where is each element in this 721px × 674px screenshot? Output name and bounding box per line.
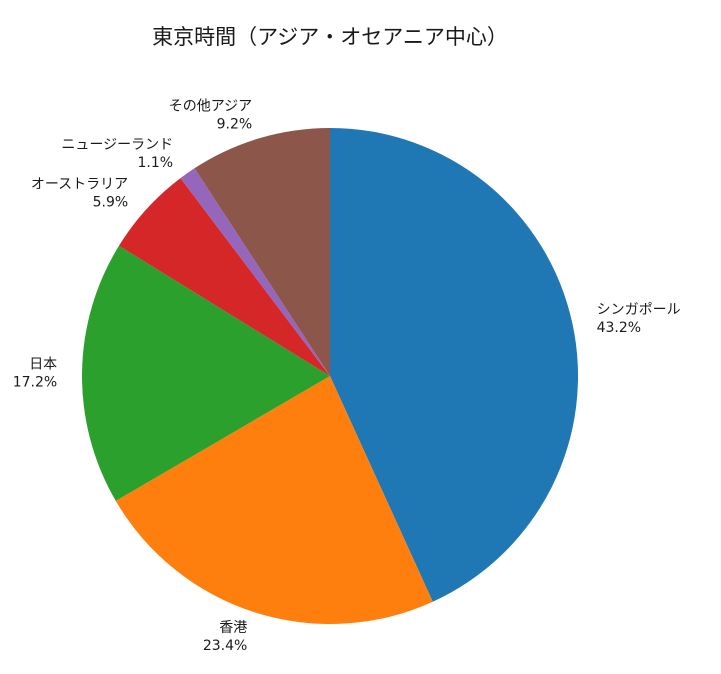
- chart-title: 東京時間（アジア・オセアニア中心）: [152, 25, 508, 49]
- slice-label: ニュージーランド: [61, 137, 173, 153]
- slice-label: シンガポール: [597, 302, 681, 318]
- slice-label: 香港: [219, 620, 247, 636]
- slice-label: オーストラリア: [31, 176, 128, 192]
- slice-percent-label: 9.2%: [217, 117, 253, 133]
- pie-slice: [118, 178, 330, 376]
- slice-percent-label: 43.2%: [597, 320, 641, 336]
- pie-slice: [180, 168, 330, 376]
- pie-labels: シンガポール 43.2% 香港 23.4% 日本 17.2% オーストラリア 5.9% ニュージ…: [13, 99, 681, 655]
- slice-percent-label: 17.2%: [13, 375, 57, 391]
- pie-slice: [115, 376, 433, 625]
- pie-slice: [82, 245, 330, 501]
- slice-percent-label: 23.4%: [203, 638, 247, 654]
- slice-percent-label: 1.1%: [138, 155, 174, 171]
- pie-slice: [330, 128, 579, 602]
- slice-label: 日本: [29, 357, 57, 373]
- pie-slices: [82, 128, 579, 625]
- pie-slice: [194, 128, 330, 376]
- slice-percent-label: 5.9%: [93, 194, 129, 210]
- slice-label: その他アジア: [169, 99, 252, 115]
